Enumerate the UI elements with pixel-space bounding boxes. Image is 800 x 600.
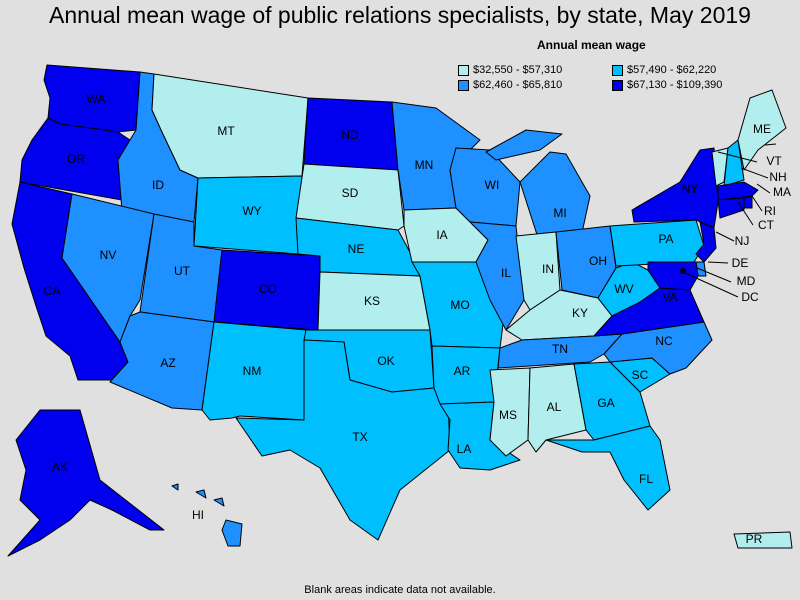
legend-swatch <box>612 79 623 91</box>
state-label-nc: NC <box>655 334 673 348</box>
state-mi <box>485 129 563 161</box>
state-label-wa: WA <box>87 92 106 106</box>
state-hi <box>171 483 179 491</box>
state-label-de: DE <box>732 256 749 270</box>
state-label-md: MD <box>737 274 756 288</box>
state-label-fl: FL <box>639 472 653 486</box>
state-label-ms: MS <box>499 408 517 422</box>
state-label-wi: WI <box>485 178 500 192</box>
state-label-pr: PR <box>746 532 763 546</box>
legend-label: $67,130 - $109,390 <box>627 79 723 91</box>
state-label-oh: OH <box>589 254 607 268</box>
state-hi <box>221 519 243 547</box>
state-pa <box>609 219 705 267</box>
state-label-tx: TX <box>352 430 367 444</box>
state-label-nh: NH <box>769 170 786 184</box>
state-label-ok: OK <box>377 354 394 368</box>
state-label-hi: HI <box>192 508 204 522</box>
legend-item-bin-2: $57,490 - $62,220 <box>612 64 716 76</box>
state-label-nd: ND <box>341 128 359 142</box>
state-label-ar: AR <box>454 364 471 378</box>
state-label-sc: SC <box>632 368 649 382</box>
state-label-dc: DC <box>741 290 759 304</box>
state-fl <box>545 425 671 511</box>
state-label-ne: NE <box>348 242 365 256</box>
state-label-ma: MA <box>773 185 791 199</box>
state-label-id: ID <box>152 178 164 192</box>
state-label-sd: SD <box>342 186 359 200</box>
state-ny <box>631 147 719 229</box>
state-label-mn: MN <box>415 158 434 172</box>
state-label-ut: UT <box>174 264 191 278</box>
state-label-ky: KY <box>572 306 588 320</box>
legend-label: $32,550 - $57,310 <box>473 64 563 76</box>
legend-item-bin-1: $32,550 - $57,310 <box>458 64 562 76</box>
legend-swatch <box>458 79 469 91</box>
state-label-in: IN <box>542 262 554 276</box>
state-label-nm: NM <box>243 364 262 378</box>
state-label-ri: RI <box>764 204 776 218</box>
state-label-vt: VT <box>766 154 782 168</box>
legend-label: $62,460 - $65,810 <box>473 79 563 91</box>
legend-title: Annual mean wage <box>537 38 646 52</box>
state-ri <box>743 195 753 209</box>
state-label-wv: WV <box>614 282 633 296</box>
state-label-wy: WY <box>242 204 261 218</box>
state-label-pa: PA <box>658 232 673 246</box>
legend-item-bin-4: $67,130 - $109,390 <box>612 79 722 91</box>
state-label-va: VA <box>662 290 677 304</box>
state-tx <box>235 339 451 541</box>
legend-item-bin-3: $62,460 - $65,810 <box>458 79 562 91</box>
state-me <box>737 89 787 171</box>
legend-label: $57,490 - $62,220 <box>627 64 717 76</box>
state-label-az: AZ <box>160 356 175 370</box>
footnote: Blank areas indicate data not available. <box>304 584 496 596</box>
state-label-il: IL <box>501 266 511 280</box>
state-md <box>647 261 699 291</box>
state-ma <box>717 181 759 201</box>
state-hi <box>195 489 207 499</box>
state-pr <box>733 531 793 549</box>
map-title: Annual mean wage of public relations spe… <box>49 2 751 28</box>
state-sd <box>295 163 405 231</box>
state-label-ks: KS <box>364 294 380 308</box>
state-label-nj: NJ <box>735 234 750 248</box>
state-label-tn: TN <box>552 342 568 356</box>
state-ak <box>7 409 165 557</box>
state-label-mt: MT <box>217 124 235 138</box>
state-hi <box>213 497 225 507</box>
state-label-al: AL <box>547 400 562 414</box>
state-label-ga: GA <box>597 396 614 410</box>
state-label-ia: IA <box>436 228 447 242</box>
state-label-mi: MI <box>553 206 566 220</box>
state-label-ny: NY <box>682 182 699 196</box>
state-label-ca: CA <box>44 284 61 298</box>
legend-swatch <box>612 64 623 76</box>
state-label-or: OR <box>67 152 85 166</box>
state-nh <box>723 139 745 187</box>
legend-swatch <box>458 64 469 76</box>
state-label-me: ME <box>753 122 771 136</box>
state-ct <box>717 197 745 219</box>
state-label-nv: NV <box>100 248 117 262</box>
state-label-la: LA <box>457 442 472 456</box>
state-label-co: CO <box>259 282 277 296</box>
state-label-mo: MO <box>450 298 469 312</box>
state-label-ct: CT <box>758 218 775 232</box>
state-label-ak: AK <box>52 460 68 474</box>
